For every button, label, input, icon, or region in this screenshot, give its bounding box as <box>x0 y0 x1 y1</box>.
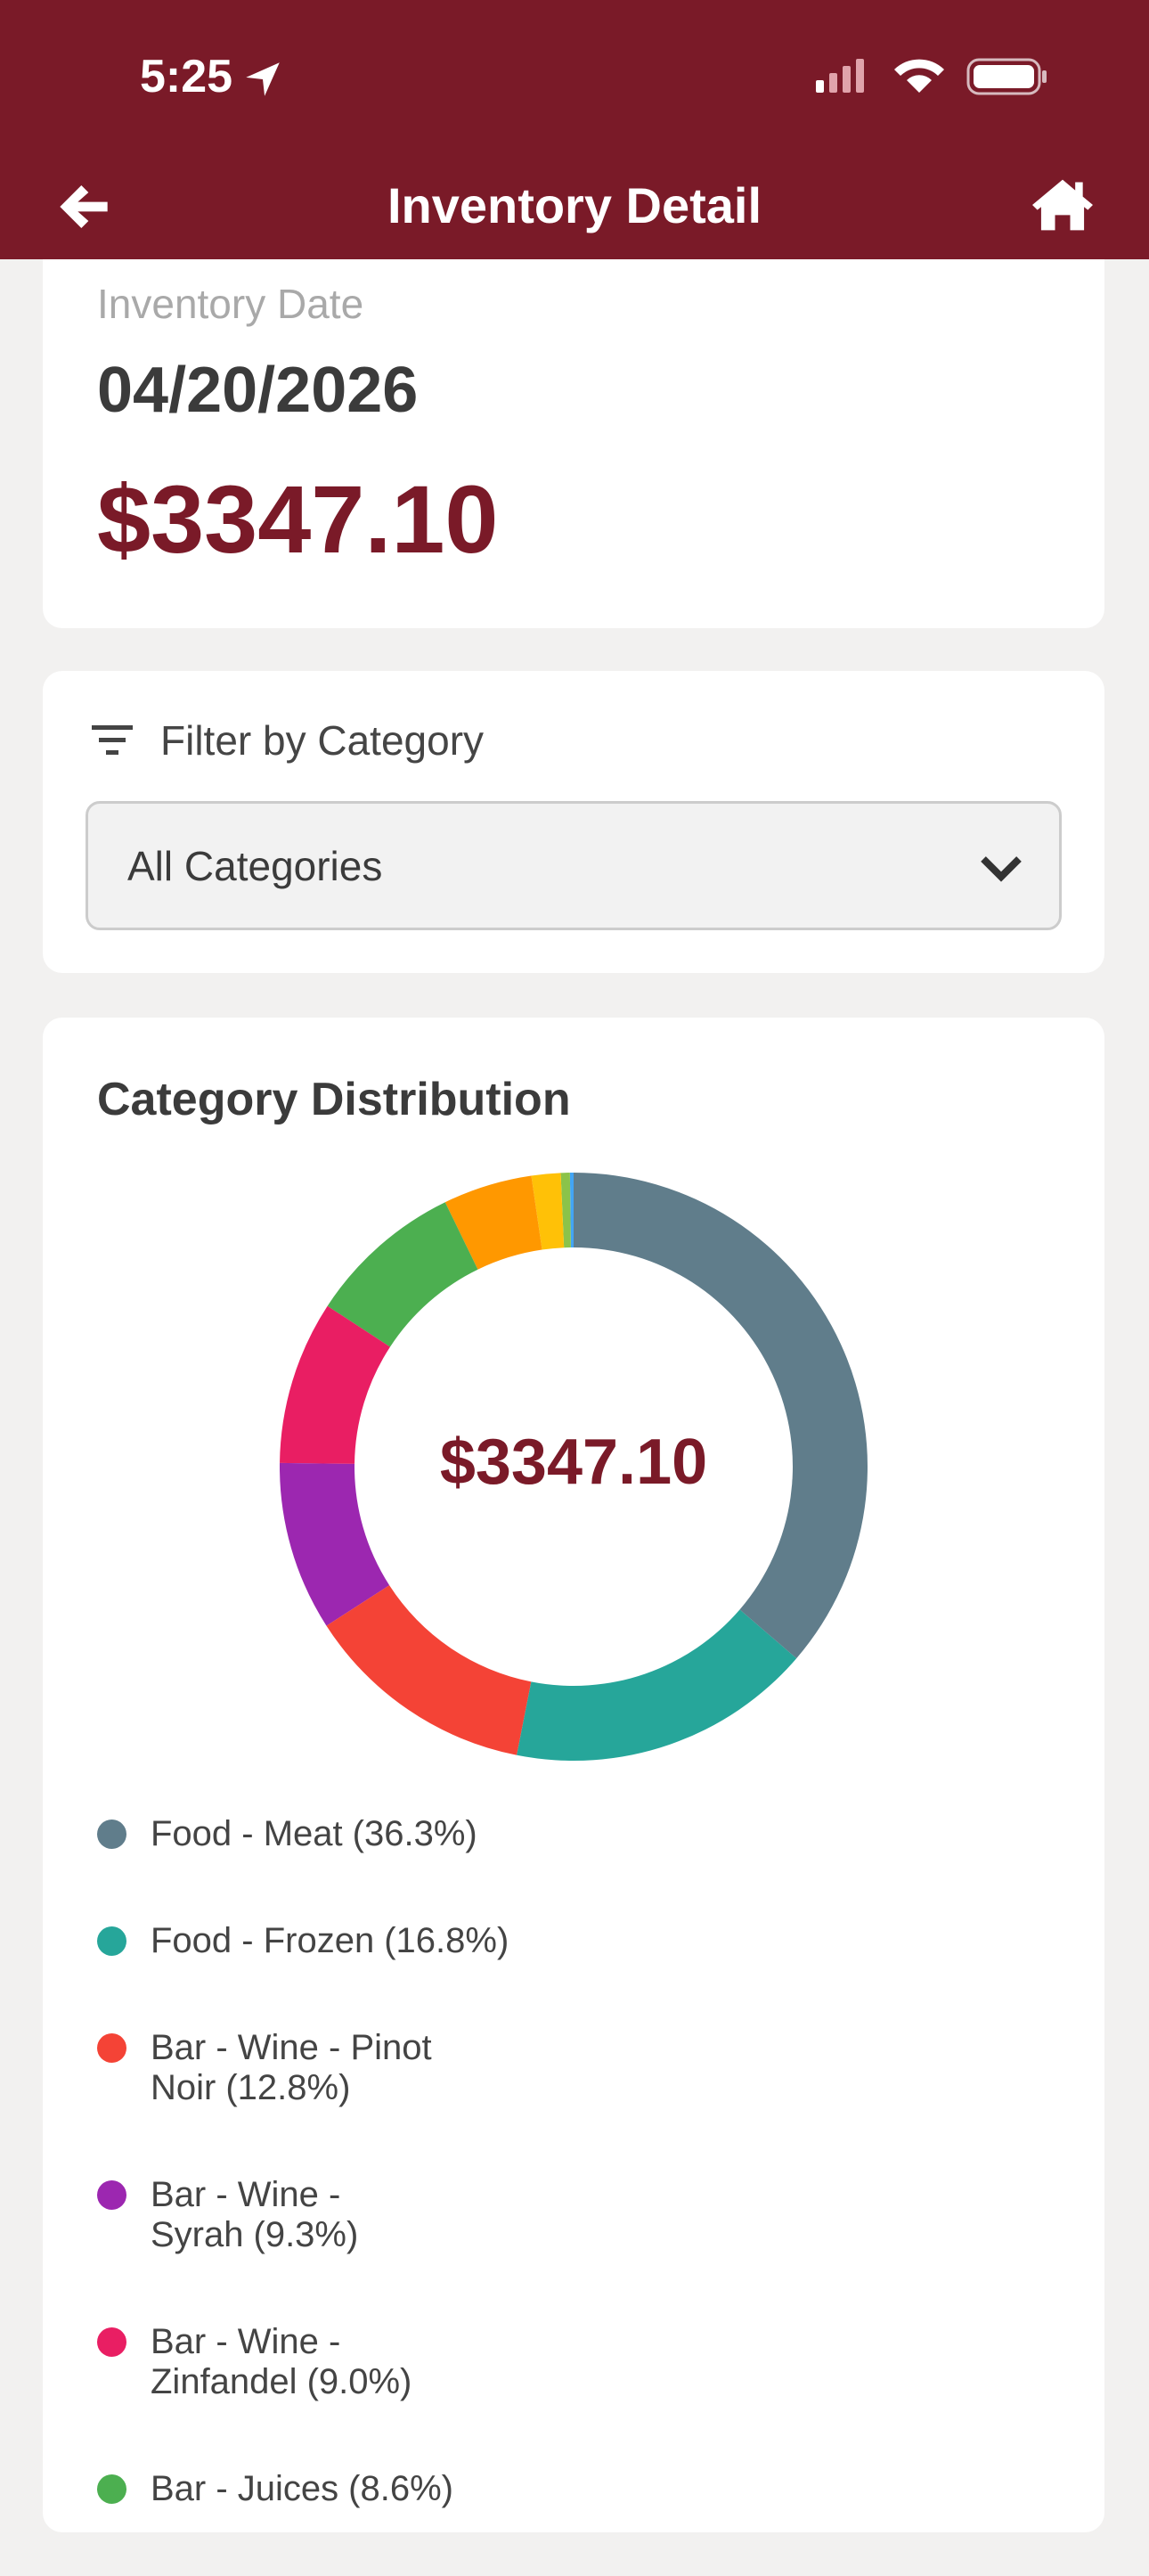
status-icons <box>816 58 1047 95</box>
inventory-date: 04/20/2026 <box>97 355 419 426</box>
category-select[interactable] <box>86 801 1062 930</box>
legend-label: Bar - Juices <box>151 2469 339 2508</box>
back-button[interactable] <box>55 178 112 235</box>
donut-chart: $3347.10 <box>280 1173 868 1762</box>
legend-value: (8.6%) <box>348 2469 453 2508</box>
legend-label: Food - Meat <box>151 1814 343 1853</box>
donut-slice <box>569 1173 574 1248</box>
legend-dot <box>97 2033 126 2063</box>
chart-title: Category Distribution <box>97 1074 571 1125</box>
legend-label: Food - Frozen <box>151 1921 375 1960</box>
legend-item: Food - Meat (36.3%) <box>0 1814 1149 1854</box>
donut-slice <box>444 1175 542 1270</box>
legend-item: Bar - Wine - Syrah (9.3%) <box>0 2175 1149 2255</box>
legend-text: Food - Meat (36.3%) <box>151 1814 534 1854</box>
donut-center-label: $3347.10 <box>440 1427 707 1498</box>
donut-slice <box>574 1173 868 1659</box>
donut-slice <box>560 1173 571 1248</box>
donut-slice <box>280 1462 390 1626</box>
legend-text: Bar - Juices (8.6%) <box>151 2469 534 2509</box>
legend-dot <box>97 1820 126 1849</box>
legend-label: Bar - Wine - Pinot Noir <box>151 2028 432 2107</box>
legend-item: Bar - Wine - Zinfandel (9.0%) <box>0 2322 1149 2402</box>
home-button[interactable] <box>1030 175 1096 235</box>
location-icon <box>246 62 280 96</box>
legend-item: Bar - Wine - Pinot Noir (12.8%) <box>0 2028 1149 2108</box>
legend-dot <box>97 2474 126 2504</box>
legend: Food - Meat (36.3%) Food - Frozen (16.8%) Ba… <box>0 1814 1149 2576</box>
legend-text: Bar - Wine - Syrah (9.3%) <box>151 2175 534 2255</box>
summary-card <box>43 205 1104 628</box>
legend-item: Bar - Juices (8.6%) <box>0 2469 1149 2509</box>
legend-label: Bar - Wine - Syrah <box>151 2175 341 2254</box>
legend-text: Bar - Wine - Pinot Noir (12.8%) <box>151 2028 534 2108</box>
select-chevron <box>981 856 1022 882</box>
legend-text: Food - Frozen (16.8%) <box>151 1921 534 1961</box>
legend-label: Bar - Wine - Zinfandel <box>151 2322 341 2401</box>
date-label: Inventory Date <box>97 281 364 327</box>
donut-slice <box>327 1202 478 1347</box>
header-title: Inventory Detail <box>387 177 762 233</box>
legend-value: (9.0%) <box>306 2362 412 2401</box>
donut-slice <box>326 1585 532 1755</box>
chart-card <box>43 1018 1104 2532</box>
legend-item: Food - Frozen (16.8%) <box>0 1921 1149 1961</box>
legend-dot <box>97 2180 126 2210</box>
filter-icon <box>92 725 133 755</box>
legend-value: (12.8%) <box>225 2068 351 2107</box>
legend-value: (16.8%) <box>384 1921 509 1960</box>
legend-value: (9.3%) <box>253 2215 359 2254</box>
legend-dot <box>97 2327 126 2357</box>
donut-slice <box>280 1305 390 1464</box>
header: 5:25 Inventory Detail <box>0 0 1149 259</box>
select-value: All Categories <box>127 843 383 889</box>
legend-text: Bar - Wine - Zinfandel (9.0%) <box>151 2322 534 2402</box>
filter-label: Filter by Category <box>160 717 485 764</box>
donut-slice <box>517 1609 797 1762</box>
inventory-total: $3347.10 <box>97 465 499 573</box>
legend-value: (36.3%) <box>352 1814 477 1853</box>
status-time: 5:25 <box>140 51 233 102</box>
legend-dot <box>97 1926 126 1956</box>
donut-slice <box>531 1173 565 1250</box>
